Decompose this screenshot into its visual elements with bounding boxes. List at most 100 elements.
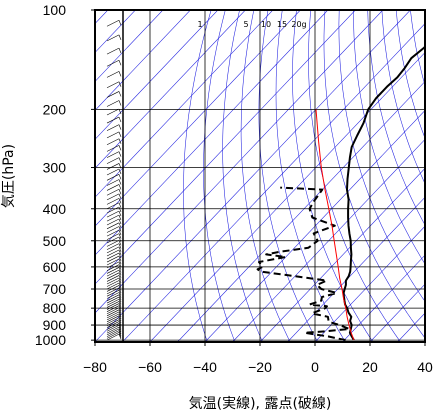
wind-barb bbox=[106, 307, 120, 315]
wind-barb bbox=[106, 296, 120, 304]
wind-barb-flag bbox=[118, 157, 122, 163]
dry-adiabat-line bbox=[424, 10, 425, 15]
wind-barb bbox=[106, 71, 120, 78]
wind-barb-flag bbox=[118, 270, 122, 276]
wind-barb bbox=[106, 226, 120, 233]
wind-barb-flag bbox=[118, 193, 122, 200]
wind-barb-flag bbox=[118, 34, 122, 40]
wind-barb bbox=[106, 157, 120, 164]
wind-barb-flag bbox=[118, 292, 122, 298]
isotherm-line bbox=[369, 283, 425, 342]
wind-barb bbox=[106, 108, 120, 116]
y-tick-label: 200 bbox=[43, 101, 67, 117]
wind-barb bbox=[106, 277, 120, 285]
wind-barb-flag bbox=[118, 124, 122, 130]
wind-barb-flag bbox=[118, 91, 122, 97]
wind-barb bbox=[106, 305, 120, 312]
isotherm-line bbox=[232, 138, 425, 342]
x-tick-label: 20 bbox=[362, 359, 378, 375]
wind-barb-flag bbox=[118, 243, 122, 249]
y-tick-label: 400 bbox=[43, 201, 67, 217]
y-tick-label: 100 bbox=[43, 2, 67, 18]
wind-barb-flag bbox=[118, 319, 122, 325]
isotherm-line bbox=[95, 10, 191, 111]
wind-barb bbox=[106, 301, 120, 308]
wind-barb bbox=[106, 233, 120, 240]
mixing-ratio-label: 20g bbox=[291, 20, 306, 29]
wind-barb-flag bbox=[118, 303, 122, 309]
wind-barb-flag bbox=[118, 236, 122, 243]
wind-barb-flag bbox=[118, 309, 122, 315]
mixing-ratio-label: 15 bbox=[277, 20, 287, 29]
wind-barb bbox=[106, 315, 120, 323]
wind-barb-flag bbox=[118, 116, 122, 123]
wind-barb-column bbox=[106, 4, 122, 341]
wind-barb-flag bbox=[119, 4, 121, 9]
wind-barb-flag bbox=[118, 189, 122, 195]
wind-barb bbox=[106, 258, 120, 266]
series-layer bbox=[256, 45, 425, 342]
wind-barb bbox=[106, 198, 120, 205]
isotherm-line bbox=[122, 23, 425, 342]
wind-barb-flag bbox=[118, 317, 122, 323]
wind-barb bbox=[106, 309, 120, 317]
wind-barb-flag bbox=[118, 326, 122, 333]
wind-barb-flag bbox=[118, 20, 122, 26]
wind-barb bbox=[106, 267, 120, 274]
wind-barb bbox=[106, 272, 120, 280]
wind-barb-flag bbox=[118, 332, 122, 338]
wind-barb bbox=[106, 261, 120, 269]
wind-barb-flag bbox=[118, 287, 122, 293]
wind-barb-flag bbox=[118, 272, 122, 278]
wind-barb bbox=[106, 313, 120, 321]
isotherm-line bbox=[95, 10, 301, 227]
wind-barb bbox=[106, 325, 120, 332]
wind-barb bbox=[106, 19, 120, 27]
wind-barb-flag bbox=[118, 81, 122, 87]
wind-barb-flag bbox=[118, 100, 122, 106]
wind-barb bbox=[106, 202, 120, 210]
wind-barb-flag bbox=[118, 328, 122, 335]
wind-barb bbox=[106, 321, 120, 328]
wind-barb bbox=[106, 303, 120, 310]
wind-barb-flag bbox=[118, 267, 122, 273]
isotherm-line bbox=[95, 10, 384, 314]
isotherm-line bbox=[259, 167, 425, 342]
wind-barb bbox=[106, 222, 120, 230]
wind-barb bbox=[106, 275, 120, 282]
dry-adiabat-line bbox=[203, 10, 236, 342]
y-tick-label: 600 bbox=[43, 259, 67, 275]
wind-barb bbox=[106, 328, 120, 336]
dry-adiabat-line bbox=[292, 10, 374, 342]
isotherm-line bbox=[95, 10, 356, 285]
wind-barb bbox=[106, 163, 120, 170]
isotherm-line bbox=[287, 196, 425, 342]
wind-barb-flag bbox=[118, 290, 122, 296]
wind-barb-flag bbox=[118, 71, 122, 77]
isotherm-line bbox=[342, 254, 425, 342]
wind-barb-flag bbox=[118, 151, 122, 157]
dry-adiabat-line bbox=[222, 10, 263, 342]
wind-barb-flag bbox=[118, 280, 122, 286]
wind-barb-flag bbox=[118, 305, 122, 311]
wind-barb-flag bbox=[118, 215, 122, 221]
isotherm-line bbox=[204, 110, 425, 342]
x-axis-title: 気温(実線), 露点(破線) bbox=[189, 396, 332, 412]
wind-barb-flag bbox=[118, 301, 122, 307]
temperature-line bbox=[342, 45, 425, 341]
isotherm-line bbox=[177, 81, 425, 342]
wind-barb-flag bbox=[118, 294, 122, 300]
wind-barb bbox=[106, 249, 120, 257]
wind-barb bbox=[106, 326, 120, 334]
wind-barb-flag bbox=[118, 218, 122, 225]
dry-adiabat-line bbox=[308, 10, 401, 342]
isotherm-line bbox=[95, 10, 164, 82]
wind-barb bbox=[106, 188, 120, 196]
wind-barb-flag bbox=[118, 255, 122, 262]
wind-barb-flag bbox=[118, 168, 122, 175]
mixing-ratio-label: 1 bbox=[197, 20, 202, 29]
wind-barb bbox=[106, 174, 120, 181]
dry-adiabat-line bbox=[353, 10, 425, 265]
isotherm-line bbox=[95, 10, 219, 140]
